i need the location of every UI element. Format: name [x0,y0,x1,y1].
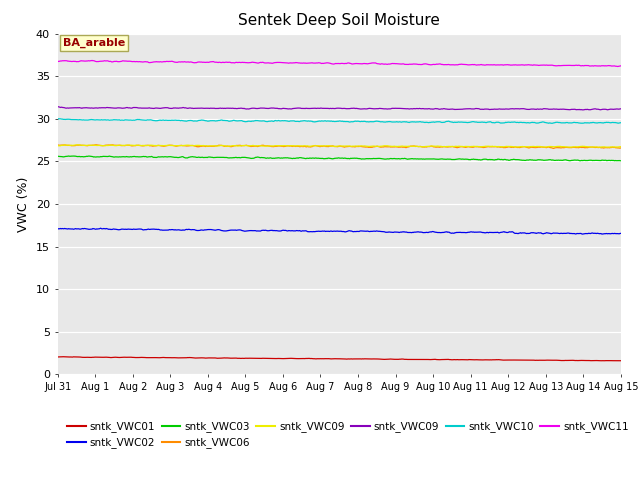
Y-axis label: VWC (%): VWC (%) [17,176,30,232]
Title: Sentek Deep Soil Moisture: Sentek Deep Soil Moisture [238,13,440,28]
Legend: sntk_VWC01, sntk_VWC02, sntk_VWC03, sntk_VWC06, sntk_VWC09, sntk_VWC09, sntk_VWC: sntk_VWC01, sntk_VWC02, sntk_VWC03, sntk… [63,417,633,453]
Text: BA_arable: BA_arable [63,37,125,48]
